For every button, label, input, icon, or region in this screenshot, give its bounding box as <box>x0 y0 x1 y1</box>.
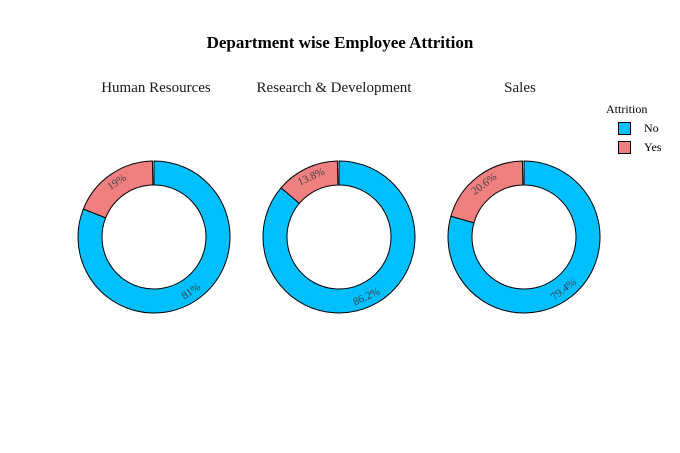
donut-title-sales: Sales <box>504 80 536 96</box>
legend-swatch-no-icon <box>618 122 631 135</box>
donut-2-slice-yes <box>450 160 524 224</box>
legend: Attrition No Yes <box>606 102 661 154</box>
donut-2-slice-no <box>447 160 601 314</box>
legend-label-no: No <box>644 121 659 135</box>
legend-item-no: No <box>618 121 661 135</box>
donut-1-slice-no <box>262 160 416 314</box>
donut-0-slice-no <box>77 160 231 314</box>
donut-title-human-resources: Human Resources <box>101 80 211 96</box>
legend-title: Attrition <box>606 102 648 116</box>
legend-label-yes: Yes <box>644 140 662 154</box>
donut-1-slice-yes <box>280 160 339 205</box>
chart-title: Department wise Employee Attrition <box>206 33 474 52</box>
legend-swatch-yes-icon <box>618 141 631 154</box>
donut-title-research-development: Research & Development <box>256 80 412 96</box>
donut-0-slice-yes <box>82 160 154 219</box>
legend-item-yes: Yes <box>618 140 662 154</box>
